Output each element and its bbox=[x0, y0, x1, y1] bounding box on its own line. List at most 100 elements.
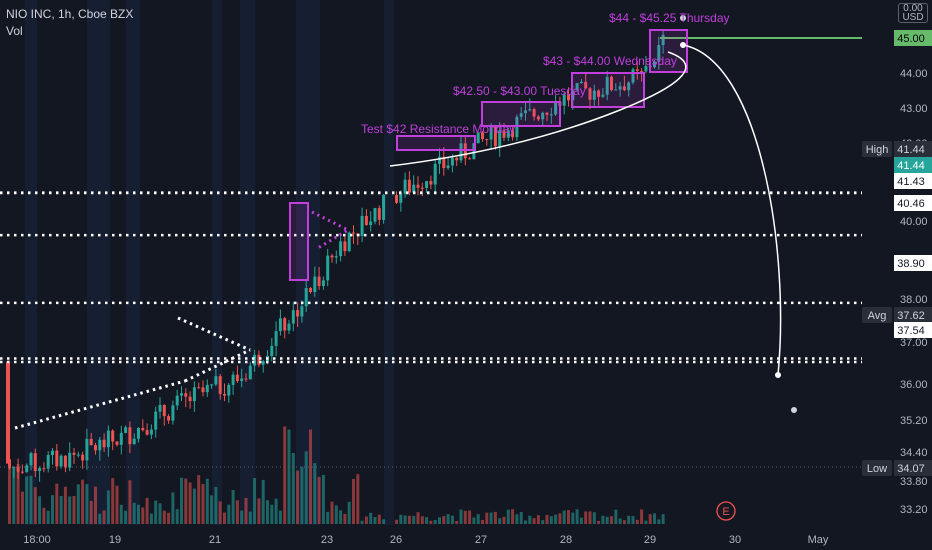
volume-bar-29 bbox=[132, 502, 136, 524]
candle-body-68 bbox=[300, 306, 304, 317]
price-label-5: 38.90 bbox=[897, 258, 925, 270]
candle-body-55 bbox=[244, 378, 248, 380]
time-axis[interactable]: 18:00 19 21 23 26 27 28 29 30 May bbox=[0, 525, 932, 550]
volume-bar-5 bbox=[29, 475, 33, 524]
volume-bar-20 bbox=[94, 486, 97, 524]
candle-body-21 bbox=[98, 439, 102, 451]
volume-bar-146 bbox=[644, 520, 648, 524]
candle-body-115 bbox=[511, 130, 515, 138]
volume-bar-40 bbox=[180, 477, 183, 524]
price-labels: 45.00 High 41.44 41.44 41.43 40.46 38.90 Avg 37.… bbox=[862, 30, 932, 476]
candle-body-42 bbox=[188, 396, 192, 402]
candle-body-7 bbox=[38, 468, 42, 472]
candle-body-131 bbox=[579, 81, 583, 84]
session-band-6 bbox=[384, 0, 394, 525]
volume-bar-52 bbox=[231, 490, 235, 524]
candle-body-83 bbox=[364, 215, 368, 226]
y-tick-13: 33.20 bbox=[900, 504, 928, 516]
candle-body-58 bbox=[257, 354, 261, 365]
candle-body-45 bbox=[201, 387, 205, 393]
session-band-2 bbox=[126, 0, 140, 525]
volume-bar-49 bbox=[218, 501, 222, 524]
candle-body-70 bbox=[309, 287, 312, 293]
candle-body-50 bbox=[223, 393, 226, 396]
candle-body-142 bbox=[627, 82, 631, 91]
range-box-0 bbox=[289, 202, 309, 281]
volume-bar-106 bbox=[472, 517, 476, 524]
candle-body-38 bbox=[171, 405, 175, 421]
candle-body-82 bbox=[360, 215, 364, 236]
projection-start-dot bbox=[680, 42, 686, 48]
candle-body-101 bbox=[450, 157, 454, 166]
volume-bar-35 bbox=[158, 503, 162, 524]
x-tick-9: May bbox=[808, 534, 829, 546]
x-tick-2: 21 bbox=[209, 534, 221, 546]
volume-bar-72 bbox=[317, 476, 321, 524]
candle-body-137 bbox=[605, 76, 609, 95]
currency-badge[interactable]: 0.00 USD bbox=[898, 3, 928, 23]
candle-body-130 bbox=[575, 83, 579, 91]
volume-bar-92 bbox=[412, 515, 416, 524]
range-box-2 bbox=[481, 101, 561, 127]
volume-bar-53 bbox=[235, 500, 239, 524]
candle-body-146 bbox=[644, 65, 648, 72]
volume-bar-59 bbox=[261, 479, 265, 524]
x-tick-3: 23 bbox=[321, 534, 333, 546]
volume-bar-123 bbox=[545, 514, 549, 524]
volume-bar-7 bbox=[38, 496, 42, 524]
projection-arc bbox=[389, 51, 687, 167]
range-box-3 bbox=[571, 72, 645, 108]
price-label-bg-8 bbox=[894, 460, 932, 476]
volume-bar-73 bbox=[321, 474, 325, 524]
bounce-dots bbox=[311, 210, 352, 250]
volume-bar-51 bbox=[227, 504, 231, 524]
candle-body-140 bbox=[618, 86, 622, 90]
volume-bar-115 bbox=[511, 509, 515, 524]
volume-bars bbox=[8, 426, 665, 524]
candle-body-67 bbox=[296, 310, 300, 317]
candle-body-43 bbox=[192, 387, 196, 402]
volume-bar-22 bbox=[102, 510, 106, 524]
candles bbox=[6, 29, 665, 482]
candle-body-111 bbox=[493, 126, 497, 147]
volume-bar-60 bbox=[266, 500, 269, 524]
candle-body-22 bbox=[102, 439, 106, 448]
volume-bar-63 bbox=[278, 510, 282, 524]
candle-body-10 bbox=[51, 450, 54, 455]
volume-bar-32 bbox=[145, 497, 149, 524]
candle-body-95 bbox=[425, 181, 429, 189]
volume-bar-34 bbox=[154, 500, 158, 524]
price-label-6: 37.62 bbox=[897, 310, 925, 322]
volume-bar-9 bbox=[46, 510, 50, 524]
price-tag-bg-8 bbox=[862, 460, 892, 476]
session-band-3 bbox=[212, 0, 222, 525]
candle-body-105 bbox=[468, 158, 472, 160]
volume-bar-96 bbox=[429, 520, 433, 524]
time-axis-background bbox=[0, 525, 932, 550]
volume-bar-131 bbox=[579, 517, 583, 524]
volume-bar-2 bbox=[16, 464, 20, 524]
volume-bar-23 bbox=[106, 490, 110, 524]
candle-body-41 bbox=[184, 393, 188, 397]
y-tick-8: 37.00 bbox=[900, 337, 928, 349]
price-tag-6: Avg bbox=[868, 310, 887, 322]
candle-body-79 bbox=[347, 232, 351, 252]
price-axis[interactable]: 45.0044.0043.0042.0041.0040.0039.0038.00… bbox=[862, 0, 932, 550]
price-label-bg-5 bbox=[894, 255, 932, 271]
symbol-title[interactable]: NIO INC, 1h, Cboe BZX bbox=[6, 7, 134, 21]
volume-bar-31 bbox=[141, 507, 145, 524]
future-dot bbox=[791, 407, 797, 413]
candle-body-26 bbox=[119, 432, 123, 445]
wedge-trendline bbox=[184, 348, 251, 383]
candle-body-75 bbox=[330, 255, 334, 258]
candle-body-103 bbox=[459, 143, 463, 161]
candle-body-134 bbox=[592, 90, 596, 100]
earnings-marker-circle bbox=[716, 501, 736, 521]
candle-body-143 bbox=[631, 69, 635, 83]
volume-bar-33 bbox=[149, 513, 153, 524]
candle-body-135 bbox=[597, 90, 601, 97]
volume-bar-80 bbox=[352, 479, 355, 524]
price-label-2: 41.44 bbox=[897, 160, 925, 172]
candle-body-65 bbox=[287, 323, 291, 331]
